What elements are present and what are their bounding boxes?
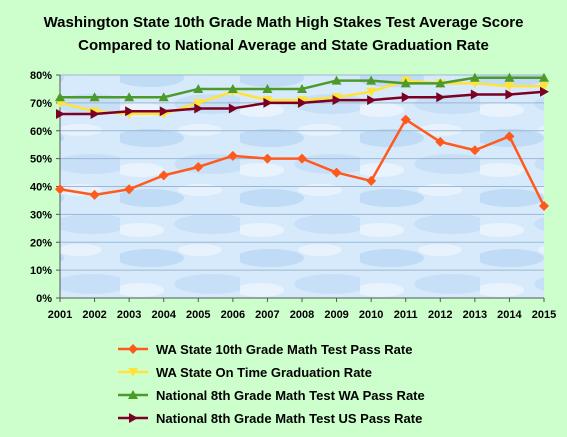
series-3-point [366, 75, 377, 85]
series-3-point [193, 83, 204, 93]
chart-title-line-2: Compared to National Average and State G… [78, 37, 489, 54]
series-1-point [55, 184, 65, 195]
series-1-point [400, 114, 411, 125]
series-4-point [505, 89, 515, 100]
legend-swatch-marker [128, 344, 138, 354]
series-4-point [401, 92, 411, 103]
y-tick-label: 60% [30, 126, 52, 138]
x-tick-label: 2012 [428, 309, 452, 321]
x-tick-label: 2013 [463, 309, 487, 321]
legend-label: National 8th Grade Math Test US Pass Rat… [156, 411, 422, 426]
chart-title-line-1: Washington State 10th Grade Math High St… [44, 14, 524, 31]
series-2-point [504, 82, 515, 92]
series-layer [55, 72, 549, 212]
series-4-point [125, 106, 135, 117]
series-1-point [469, 145, 480, 156]
series-3-point [297, 83, 307, 93]
series-3-point [435, 78, 446, 88]
series-4-point [332, 95, 342, 106]
x-tick-label: 2004 [151, 309, 176, 321]
series-3-point [262, 83, 273, 93]
x-tick-label: 2003 [117, 309, 141, 321]
series-3-point [124, 92, 135, 102]
legend-item-3: National 8th Grade Math Test WA Pass Rat… [118, 388, 425, 403]
series-4-point [56, 109, 65, 120]
series-1-point [366, 175, 377, 186]
series-1-point [89, 189, 100, 200]
y-tick-label: 10% [30, 265, 52, 277]
series-3 [55, 72, 549, 102]
series-3-point [504, 72, 515, 82]
y-tick-label: 40% [30, 182, 52, 194]
series-3-point [469, 72, 480, 82]
series-3-point [400, 78, 411, 88]
x-axis-ticks: 2001 2002 2003 2004 2005 2006 2007 2008 2009 2010… [48, 298, 556, 321]
series-4-point [470, 89, 480, 100]
legend-label: WA State 10th Grade Math Test Pass Rate [156, 342, 412, 357]
series-3-point [55, 92, 65, 102]
series-1-point [193, 161, 204, 172]
legend-swatch-marker [128, 368, 138, 377]
x-tick-label: 2015 [532, 309, 556, 321]
series-1-point [262, 153, 273, 164]
series-1-point [227, 150, 238, 161]
series-2-point [539, 82, 549, 92]
series-4-point [263, 97, 273, 108]
legend: WA State 10th Grade Math Test Pass Rate W… [118, 342, 425, 426]
series-4-point [228, 103, 238, 114]
x-tick-label: 2007 [255, 309, 279, 321]
series-4-point [540, 86, 549, 97]
x-tick-label: 2009 [324, 309, 348, 321]
legend-item-2: WA State On Time Graduation Rate [118, 365, 372, 380]
y-axis-ticks: 0% 10% 20% 30% 40% 50% 60% 70% 80% [30, 70, 60, 305]
legend-swatch-marker [128, 390, 138, 399]
x-tick-label: 2005 [186, 309, 210, 321]
series-4-point [298, 97, 307, 108]
legend-swatch-marker [129, 413, 138, 423]
series-2-point [366, 87, 377, 97]
series-3-point [331, 75, 342, 85]
series-4-point [90, 109, 100, 120]
x-tick-label: 2010 [359, 309, 383, 321]
x-tick-label: 2014 [497, 309, 522, 321]
x-tick-label: 2002 [82, 309, 106, 321]
y-tick-label: 50% [30, 154, 52, 166]
x-tick-label: 2006 [221, 309, 245, 321]
series-1-point [539, 201, 549, 212]
series-1-point [331, 167, 342, 178]
series-4-point [194, 103, 204, 114]
gridlines [60, 74, 544, 271]
x-tick-label: 2008 [290, 309, 314, 321]
y-tick-label: 70% [30, 98, 52, 110]
chart-title: Washington State 10th Grade Math High St… [44, 14, 524, 54]
series-4-point [159, 106, 169, 117]
series-4-point [367, 95, 377, 106]
legend-label: National 8th Grade Math Test WA Pass Rat… [156, 388, 425, 403]
y-tick-label: 80% [30, 70, 52, 82]
y-tick-label: 0% [36, 293, 52, 305]
series-3-point [158, 92, 169, 102]
legend-label: WA State On Time Graduation Rate [156, 365, 372, 380]
series-1-point [124, 184, 135, 195]
series-3-point [539, 72, 549, 82]
series-1-point [297, 153, 307, 164]
legend-item-1: WA State 10th Grade Math Test Pass Rate [118, 342, 412, 357]
x-tick-label: 2011 [394, 309, 418, 321]
y-tick-label: 20% [30, 237, 52, 249]
series-3-point [227, 83, 238, 93]
x-tick-label: 2001 [48, 309, 72, 321]
series-1-point [435, 136, 446, 147]
y-tick-label: 30% [30, 209, 52, 221]
series-4-point [436, 92, 446, 103]
series-4 [56, 86, 549, 120]
series-1 [55, 114, 549, 212]
legend-item-4: National 8th Grade Math Test US Pass Rat… [118, 411, 422, 426]
series-3-point [89, 92, 100, 102]
series-1-point [504, 131, 515, 142]
series-2-point [193, 98, 204, 108]
series-1-point [158, 170, 169, 181]
